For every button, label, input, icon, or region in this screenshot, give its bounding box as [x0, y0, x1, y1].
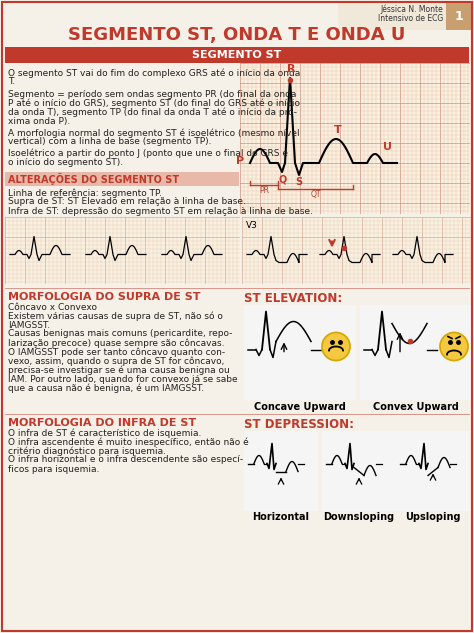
Text: T.: T. [8, 77, 15, 86]
Text: Linha de referência: segmento TP.: Linha de referência: segmento TP. [8, 189, 162, 198]
Bar [446, 2, 472, 30]
Text: PR: PR [259, 186, 269, 195]
Text: da onda T), segmento TP (do final da onda T até o início da pró-: da onda T), segmento TP (do final da ond… [8, 108, 297, 117]
Bar [396, 430, 470, 510]
Text: U: U [383, 142, 392, 152]
Text: T: T [334, 125, 342, 135]
Text: critério diagnóstico para isquemia.: critério diagnóstico para isquemia. [8, 446, 166, 456]
Text: Existem várias causas de supra de ST, não só o: Existem várias causas de supra de ST, nã… [8, 311, 223, 321]
Text: precisa-se investigar se é uma causa benigna ou: precisa-se investigar se é uma causa ben… [8, 365, 230, 375]
Text: o início do segmento ST).: o início do segmento ST). [8, 158, 123, 167]
Text: P: P [236, 156, 244, 166]
Bar [240, 63, 469, 213]
Text: O infra de ST é característico de isquemia.: O infra de ST é característico de isquem… [8, 429, 201, 438]
Text: Intensivo de ECG: Intensivo de ECG [378, 14, 443, 23]
Text: que a causa não é benigna, é um IAMGSST.: que a causa não é benigna, é um IAMGSST. [8, 384, 204, 393]
Text: V3: V3 [246, 220, 258, 230]
Text: O infra horizontal e o infra descendente são especí-: O infra horizontal e o infra descendente… [8, 456, 243, 465]
Text: Upsloping: Upsloping [405, 513, 461, 522]
Text: R: R [287, 64, 295, 74]
Text: O IAMGSST pode ser tanto côncavo quanto con-: O IAMGSST pode ser tanto côncavo quanto … [8, 348, 225, 357]
Text: P até o início do GRS), segmento ST (do final do GRS até o início: P até o início do GRS), segmento ST (do … [8, 99, 300, 108]
Bar [338, 2, 446, 30]
Bar [360, 304, 472, 399]
Text: MORFOLOGIA DO SUPRA DE ST: MORFOLOGIA DO SUPRA DE ST [8, 292, 201, 303]
Text: Horizontal: Horizontal [253, 513, 310, 522]
Text: O segmento ST vai do fim do complexo GRS até o início da onda: O segmento ST vai do fim do complexo GRS… [8, 68, 300, 77]
Text: Convex Upward: Convex Upward [373, 401, 459, 411]
Text: QT: QT [310, 190, 321, 199]
Text: Segmento = período sem ondas segmento PR (do final da onda: Segmento = período sem ondas segmento PR… [8, 90, 296, 99]
Text: vexo, assim, quando o supra de ST for côncavo,: vexo, assim, quando o supra de ST for cô… [8, 356, 224, 366]
Text: IAM. Por outro lado, quando for convexo já se sabe: IAM. Por outro lado, quando for convexo … [8, 375, 237, 384]
Circle shape [322, 332, 350, 361]
Text: Causas benignas mais comuns (pericardite, repo-: Causas benignas mais comuns (pericardite… [8, 330, 232, 339]
Bar [244, 304, 356, 399]
Text: MORFOLOGIA DO INFRA DE ST: MORFOLOGIA DO INFRA DE ST [8, 418, 196, 429]
Text: vertical) com a linha de base (segmento TP).: vertical) com a linha de base (segmento … [8, 137, 211, 146]
Text: O infra ascendente é muito inespecífico, então não é: O infra ascendente é muito inespecífico,… [8, 437, 249, 447]
Bar [242, 218, 470, 282]
Text: SEGMENTO ST: SEGMENTO ST [192, 50, 282, 60]
Text: ficos para isquemia.: ficos para isquemia. [8, 465, 100, 473]
Text: Jéssica N. Monte: Jéssica N. Monte [380, 5, 443, 15]
Text: ST DEPRESSION:: ST DEPRESSION: [244, 418, 354, 432]
Text: larização precoce) quase sempre são côncavas.: larização precoce) quase sempre são cônc… [8, 339, 225, 348]
Bar [322, 430, 396, 510]
Text: ST ELEVATION:: ST ELEVATION: [244, 292, 342, 306]
Bar [244, 430, 318, 510]
Circle shape [440, 332, 468, 361]
Text: IAMGSST.: IAMGSST. [8, 320, 50, 330]
Text: Isoelétrico a partir do ponto J (ponto que une o final do GRS e: Isoelétrico a partir do ponto J (ponto q… [8, 149, 288, 158]
Text: SEGMENTO ST, ONDA T E ONDA U: SEGMENTO ST, ONDA T E ONDA U [68, 26, 406, 44]
Bar [5, 47, 469, 63]
Text: Concave Upward: Concave Upward [254, 401, 346, 411]
Text: ALTERAÇÕES DO SEGMENTO ST: ALTERAÇÕES DO SEGMENTO ST [8, 172, 179, 185]
Text: Infra de ST: depressão do segmento ST em relação à linha de base.: Infra de ST: depressão do segmento ST em… [8, 206, 313, 215]
Text: Côncavo x Convexo: Côncavo x Convexo [8, 303, 97, 311]
Bar [5, 172, 239, 185]
Bar [5, 218, 239, 282]
Text: A morfologia normal do segmento ST é isoelétrico (mesmo nível: A morfologia normal do segmento ST é iso… [8, 128, 300, 138]
Text: S: S [295, 177, 302, 187]
Text: 1: 1 [455, 9, 464, 23]
Text: xima onda P).: xima onda P). [8, 116, 70, 125]
Text: Downsloping: Downsloping [323, 513, 394, 522]
Text: Supra de ST: ST Elevado em relação à linha de base.: Supra de ST: ST Elevado em relação à lin… [8, 197, 246, 206]
Text: Q: Q [279, 174, 287, 184]
